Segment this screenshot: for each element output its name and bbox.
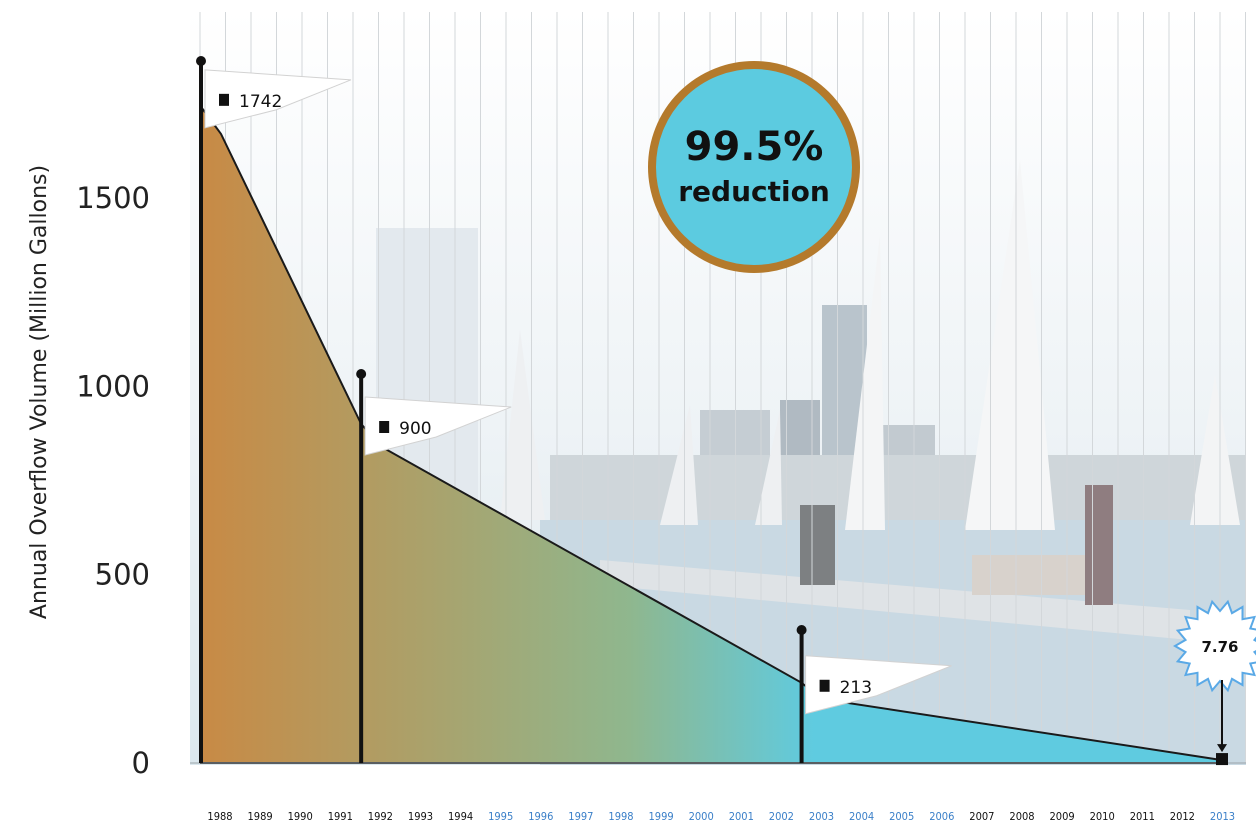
x-year-label: 2013 bbox=[1210, 810, 1235, 823]
x-year-label: 2003 bbox=[809, 810, 834, 823]
milestone-pole-top bbox=[196, 56, 206, 66]
x-year-label: 2009 bbox=[1050, 810, 1075, 823]
milestone-pole-top bbox=[356, 369, 367, 379]
milestone-value-label: 900 bbox=[399, 419, 431, 439]
milestone-value-label: 1742 bbox=[239, 92, 282, 112]
final-value-label: 7.76 bbox=[1201, 638, 1238, 656]
final-value-marker bbox=[1216, 753, 1228, 766]
x-year-label: 1991 bbox=[328, 810, 353, 823]
milestone-marker bbox=[819, 679, 830, 692]
x-year-label: 2001 bbox=[729, 810, 754, 823]
final-value-marker: 7.76 bbox=[1172, 599, 1256, 766]
badge-reduction: reduction bbox=[678, 175, 830, 208]
y-tick-label: 0 bbox=[132, 746, 150, 780]
y-tick-label: 500 bbox=[95, 558, 150, 592]
final-value-arrowhead bbox=[1217, 744, 1227, 753]
y-tick-label: 1500 bbox=[76, 181, 150, 215]
x-year-label: 1993 bbox=[408, 810, 433, 823]
x-year-label: 1990 bbox=[288, 810, 313, 823]
x-year-label: 1996 bbox=[528, 810, 553, 823]
x-year-label: 2010 bbox=[1090, 810, 1115, 823]
milestone-flag bbox=[805, 655, 952, 715]
milestone-pole-top bbox=[796, 625, 807, 635]
x-year-label: 2006 bbox=[929, 810, 954, 823]
milestone-marker bbox=[379, 421, 390, 433]
final-value-starburst bbox=[1172, 599, 1256, 693]
x-year-label: 1999 bbox=[649, 810, 674, 823]
reduction-badge: 99.5% reduction bbox=[648, 61, 860, 273]
milestone-flag bbox=[204, 69, 352, 129]
y-axis-label: Annual Overflow Volume (Million Gallons) bbox=[27, 165, 52, 619]
x-year-label: 2005 bbox=[889, 810, 914, 823]
x-year-label: 1997 bbox=[568, 810, 593, 823]
x-year-label: 2008 bbox=[1009, 810, 1034, 823]
x-year-label: 1992 bbox=[368, 810, 393, 823]
x-year-label: 2004 bbox=[849, 810, 874, 823]
badge-circle bbox=[648, 61, 860, 273]
x-year-label: 2011 bbox=[1130, 810, 1155, 823]
x-year-label: 1998 bbox=[608, 810, 633, 823]
x-year-label: 1989 bbox=[248, 810, 273, 823]
x-year-label: 2012 bbox=[1170, 810, 1195, 823]
x-year-label: 1994 bbox=[448, 810, 473, 823]
x-year-label: 1995 bbox=[488, 810, 513, 823]
x-year-label: 2002 bbox=[769, 810, 794, 823]
milestone-flags: 1742 900 213 bbox=[196, 56, 952, 763]
x-year-label: 2007 bbox=[969, 810, 994, 823]
milestone-flag bbox=[364, 396, 512, 456]
x-year-label: 1988 bbox=[207, 810, 232, 823]
x-axis-year-labels: 1988 1989 1990 1991 1992 1993 1994 1995 1996 1997… bbox=[207, 810, 1235, 823]
milestone-marker bbox=[219, 93, 229, 106]
badge-percent: 99.5% bbox=[685, 124, 824, 170]
y-tick-label: 1000 bbox=[76, 369, 150, 403]
x-year-label: 2000 bbox=[689, 810, 714, 823]
y-axis-ticks: 0 500 1000 1500 bbox=[76, 181, 150, 780]
milestone-value-label: 213 bbox=[840, 678, 872, 698]
